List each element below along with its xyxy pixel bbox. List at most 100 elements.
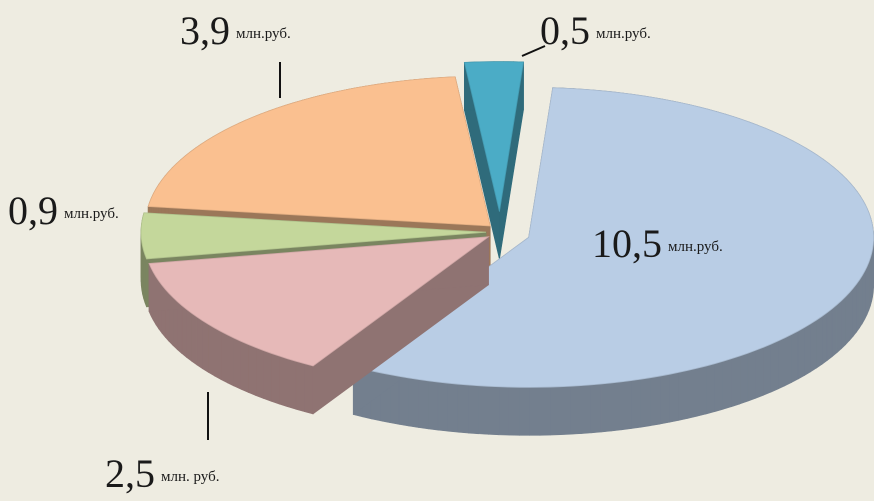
label-unit: млн.руб. — [596, 26, 651, 42]
slice-side — [714, 360, 724, 413]
slice-side — [810, 319, 817, 373]
slice-side — [821, 311, 828, 365]
slice-side — [762, 343, 771, 396]
label-value: 0,5 — [540, 8, 590, 53]
data-label: 0,9 млн.руб. — [8, 188, 119, 233]
slice-side — [770, 340, 779, 393]
slice-side — [831, 304, 838, 358]
slice-side — [722, 358, 732, 410]
slice-side — [836, 299, 842, 354]
slice-side — [529, 386, 541, 436]
slice-side — [610, 381, 622, 432]
slice-side — [398, 376, 410, 427]
pie-slice — [148, 236, 490, 415]
slice-side — [263, 350, 272, 402]
label-unit: млн.руб. — [64, 206, 119, 222]
slice-side — [255, 347, 264, 399]
slice-side — [457, 383, 469, 434]
slice-top — [352, 87, 874, 388]
label-unit: млн. руб. — [161, 469, 220, 485]
slice-side — [181, 304, 187, 358]
slice-top — [463, 61, 524, 212]
label-unit: млн.руб. — [236, 26, 291, 42]
slice-side — [549, 386, 561, 436]
slice-side — [560, 385, 571, 436]
slice-side — [841, 295, 846, 350]
label-value: 10,5 — [592, 221, 662, 266]
slice-side — [739, 352, 749, 405]
slice-side — [233, 337, 242, 390]
slice-side — [826, 308, 833, 362]
slice-side — [590, 383, 602, 434]
slice-side — [731, 355, 741, 408]
slice-side — [408, 377, 419, 428]
slice-top — [148, 236, 490, 367]
slice-side — [747, 349, 756, 402]
slice-side — [650, 375, 661, 427]
label-value: 0,9 — [8, 188, 58, 233]
slice-side — [630, 378, 641, 429]
slice-side — [659, 373, 670, 425]
slice-side — [669, 372, 679, 423]
data-label: 3,9 млн.руб. — [180, 8, 291, 53]
label-value: 3,9 — [180, 8, 230, 53]
slice-side — [214, 327, 222, 380]
data-label: 2,5 млн. руб. — [105, 451, 220, 496]
slice-side — [196, 316, 203, 370]
slice-side — [418, 379, 429, 430]
slice-side — [864, 266, 868, 320]
pie-slice — [352, 87, 874, 436]
slice-side — [845, 291, 850, 346]
slice-side — [852, 283, 857, 338]
slice-side — [620, 380, 632, 431]
slice-side — [191, 312, 198, 366]
slice-side — [287, 358, 297, 410]
slice-side — [220, 330, 228, 384]
slice-side — [478, 385, 489, 435]
slice-side — [488, 386, 500, 436]
slice-side — [804, 323, 811, 376]
slice-side — [640, 377, 651, 428]
slice-side — [227, 334, 235, 387]
slice-side — [859, 274, 863, 329]
slice-side — [849, 287, 854, 342]
slice-side — [784, 333, 792, 387]
label-unit: млн.руб. — [668, 239, 723, 255]
data-label: 0,5 млн.руб. — [540, 8, 651, 53]
slice-side — [600, 382, 612, 433]
slice-side — [278, 355, 288, 408]
slice-side — [791, 330, 799, 383]
slice-side — [755, 346, 764, 399]
slice-side — [580, 384, 592, 434]
slice-side — [678, 370, 689, 421]
label-value: 2,5 — [105, 451, 155, 496]
slice-side — [447, 382, 459, 433]
slice-side — [295, 360, 305, 413]
slice-side — [468, 384, 479, 435]
slice-top — [140, 212, 487, 260]
slice-side — [498, 386, 510, 436]
slice-side — [687, 367, 698, 419]
slice-side — [202, 320, 209, 373]
slice-side — [304, 363, 314, 415]
slice-side — [570, 385, 582, 435]
slice-side — [705, 363, 715, 415]
slice-side — [240, 340, 249, 393]
slice-side — [856, 278, 860, 333]
slice-top — [147, 76, 491, 227]
slice-side — [186, 308, 192, 362]
slice-side — [862, 269, 866, 325]
slice-side — [437, 381, 449, 432]
leader-line — [521, 45, 546, 57]
slice-side — [508, 386, 520, 436]
slice-side — [696, 365, 707, 417]
slice-side — [797, 326, 805, 380]
data-label: 10,5 млн.руб. — [592, 221, 723, 266]
slice-side — [777, 337, 786, 390]
pie-slice — [463, 61, 524, 260]
slice-side — [248, 344, 257, 396]
slice-side — [270, 352, 280, 405]
slice-side — [208, 323, 215, 377]
slice-side — [539, 386, 551, 436]
